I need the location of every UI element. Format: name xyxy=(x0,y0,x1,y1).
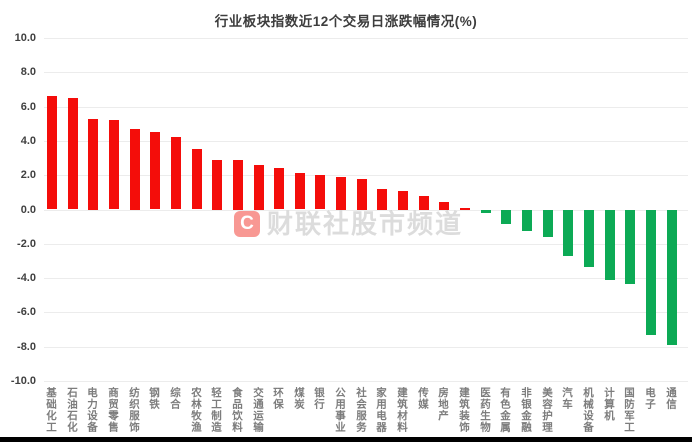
gridline xyxy=(44,312,688,313)
x-axis-label: 汽车 xyxy=(561,387,573,410)
x-axis-label: 医药生物 xyxy=(479,387,491,433)
bar xyxy=(419,196,429,210)
chart-title: 行业板块指数近12个交易日涨跌幅情况(%) xyxy=(214,14,478,29)
bar xyxy=(130,129,140,210)
watermark-text: 财联社股市频道 xyxy=(267,209,464,239)
bar xyxy=(212,160,222,210)
bar xyxy=(192,149,202,210)
y-axis-label: 0.0 xyxy=(20,204,36,216)
x-axis-label: 国防军工 xyxy=(623,387,635,433)
cailianshe-logo-icon: C xyxy=(234,211,260,237)
x-axis-label: 有色金属 xyxy=(499,387,511,433)
y-axis-label: -10.0 xyxy=(10,375,36,387)
gridline xyxy=(44,278,688,279)
bar xyxy=(150,132,160,210)
bar xyxy=(398,191,408,210)
x-axis-label: 钢铁 xyxy=(148,387,160,410)
x-axis-label: 非银金融 xyxy=(520,387,532,433)
gridline xyxy=(44,210,688,211)
bar xyxy=(460,208,470,210)
x-axis-label: 银行 xyxy=(313,387,325,410)
bar xyxy=(254,165,264,210)
bar xyxy=(336,177,346,210)
y-axis-label: -4.0 xyxy=(17,272,36,284)
bar xyxy=(563,210,573,257)
gridline xyxy=(44,38,688,39)
x-axis-label: 交通运输 xyxy=(252,387,264,433)
bar xyxy=(88,119,98,210)
bar xyxy=(481,210,491,214)
x-axis-label: 传媒 xyxy=(417,387,429,410)
bar xyxy=(625,210,635,284)
bar xyxy=(109,120,119,210)
y-axis-label: 8.0 xyxy=(20,66,36,78)
bar xyxy=(295,173,305,209)
bar xyxy=(315,175,325,210)
gridline xyxy=(44,347,688,348)
gridline xyxy=(44,381,688,382)
x-axis-label: 计算机 xyxy=(603,387,615,422)
bar xyxy=(377,189,387,210)
bar xyxy=(646,210,656,336)
gridline xyxy=(44,107,688,108)
y-axis-label: -2.0 xyxy=(17,238,36,250)
gridline xyxy=(44,72,688,73)
watermark: C 财联社股市频道 xyxy=(234,211,463,237)
x-axis-label: 社会服务 xyxy=(355,387,367,433)
x-axis-label: 建筑材料 xyxy=(396,387,408,433)
window-bottom-edge xyxy=(0,437,692,442)
x-axis-label: 公用事业 xyxy=(334,387,346,433)
x-axis-label: 基础化工 xyxy=(45,387,57,433)
bar xyxy=(543,210,553,238)
x-axis-label: 电力设备 xyxy=(86,387,98,433)
x-axis-label: 房地产 xyxy=(437,387,449,422)
bar xyxy=(501,210,511,224)
x-axis-label: 机械设备 xyxy=(582,387,594,433)
gridline xyxy=(44,141,688,142)
x-axis-label: 综合 xyxy=(169,387,181,410)
x-axis-label: 商贸零售 xyxy=(107,387,119,433)
gridline xyxy=(44,244,688,245)
x-axis-label: 环保 xyxy=(272,387,284,410)
x-axis-label: 通信 xyxy=(665,387,677,410)
bar xyxy=(522,210,532,231)
bar xyxy=(667,210,677,346)
y-axis-label: 10.0 xyxy=(14,32,36,44)
x-axis-label: 轻工制造 xyxy=(210,387,222,433)
y-axis-label: 4.0 xyxy=(20,135,36,147)
y-axis-label: 6.0 xyxy=(20,101,36,113)
gridline xyxy=(44,175,688,176)
bar xyxy=(357,179,367,210)
x-axis-label: 家用电器 xyxy=(375,387,387,433)
bar xyxy=(171,137,181,210)
bar xyxy=(274,168,284,210)
x-axis-label: 石油石化 xyxy=(66,387,78,433)
x-axis-label: 食品饮料 xyxy=(231,387,243,433)
bar xyxy=(439,202,449,210)
bar xyxy=(68,98,78,210)
bar xyxy=(605,210,615,281)
bar xyxy=(233,160,243,210)
y-axis-label: -8.0 xyxy=(17,341,36,353)
y-axis-label: -6.0 xyxy=(17,306,36,318)
x-axis-label: 美容护理 xyxy=(541,387,553,433)
y-axis-label: 2.0 xyxy=(20,169,36,181)
x-axis-label: 农林牧渔 xyxy=(190,387,202,433)
bar xyxy=(47,96,57,210)
x-axis-label: 电子 xyxy=(644,387,656,410)
x-axis-label: 建筑装饰 xyxy=(458,387,470,433)
bar xyxy=(584,210,594,267)
x-axis-label: 纺织服饰 xyxy=(128,387,140,433)
x-axis-label: 煤炭 xyxy=(293,387,305,410)
